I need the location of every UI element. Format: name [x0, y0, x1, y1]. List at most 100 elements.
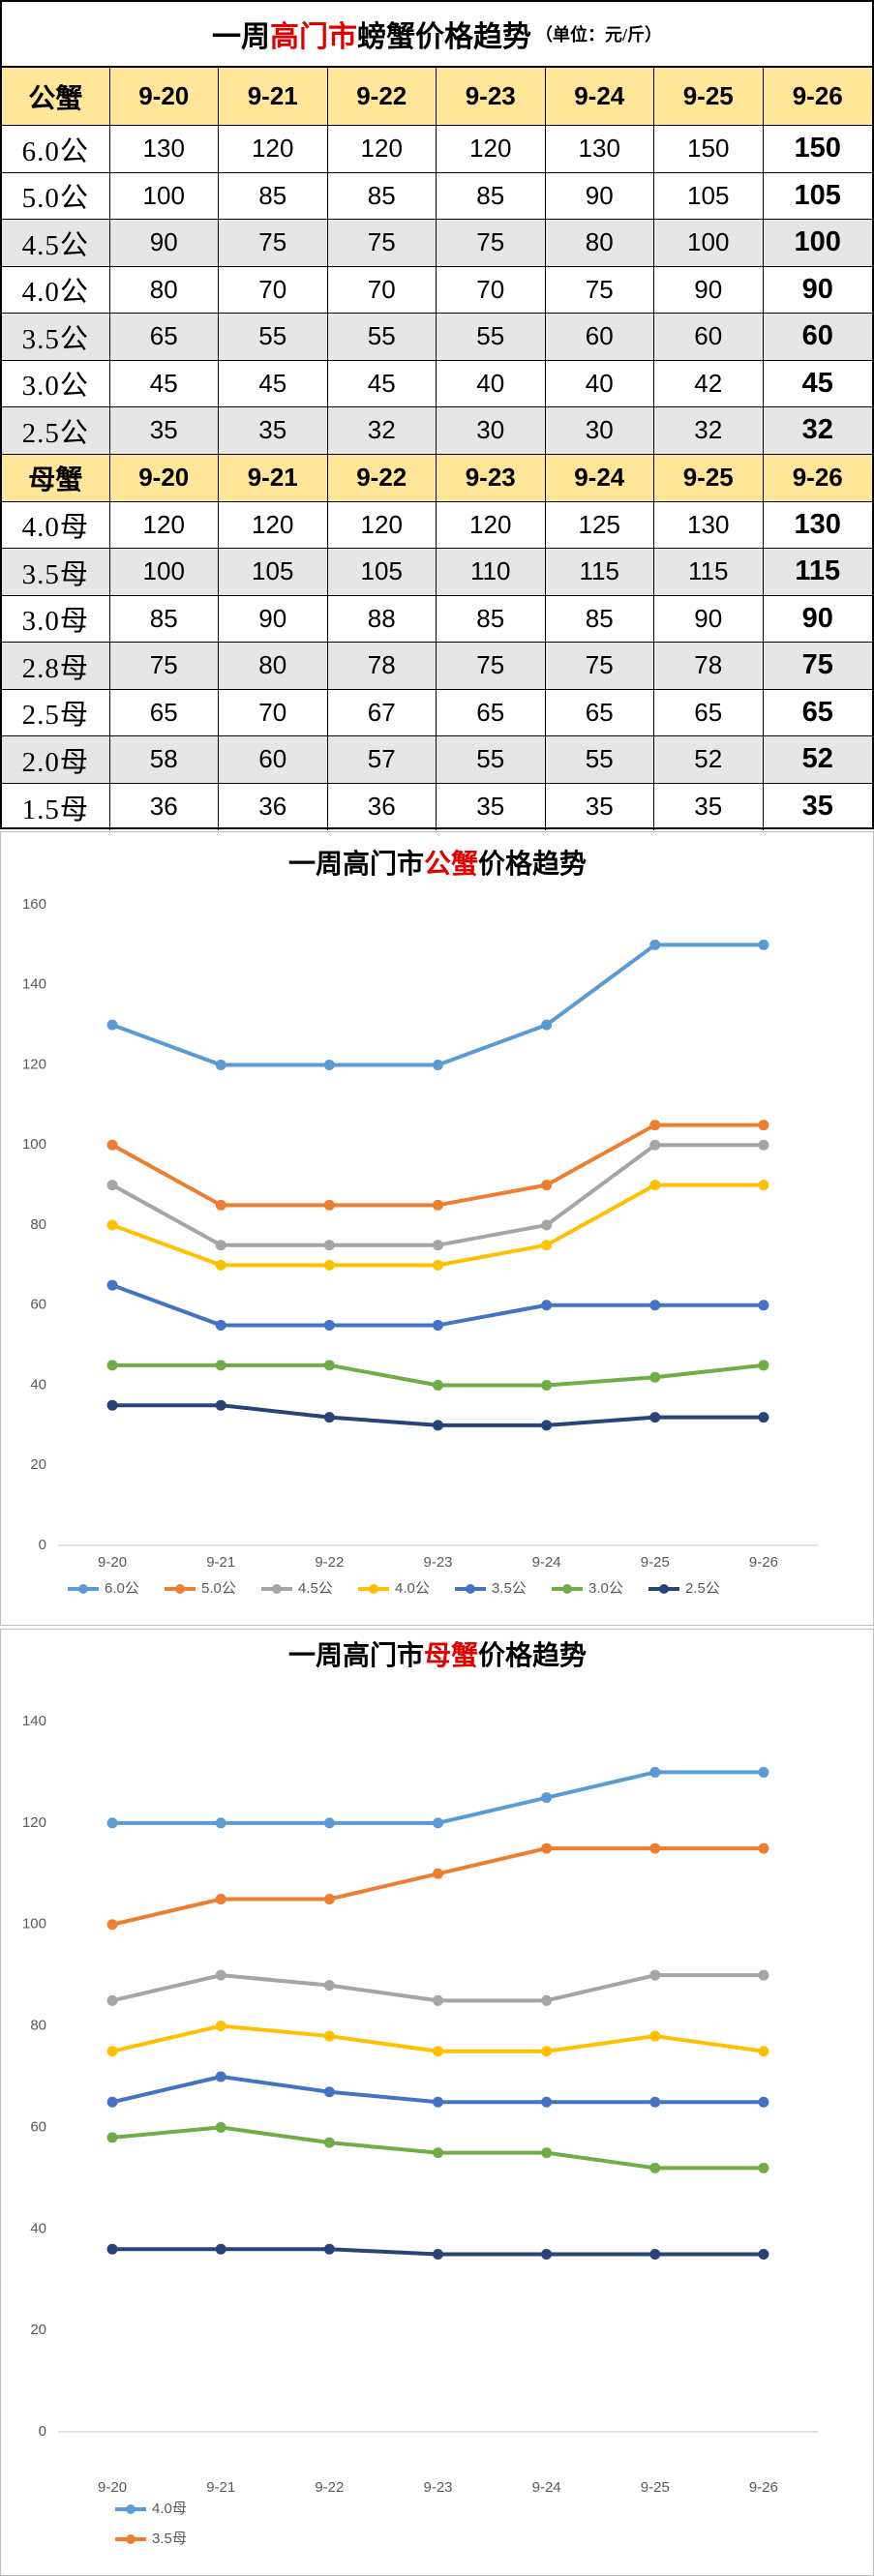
row-label: 4.0母 — [2, 501, 110, 548]
point — [758, 1412, 769, 1423]
point — [758, 1120, 769, 1131]
price-cell: 55 — [546, 736, 654, 783]
point — [215, 1240, 226, 1251]
point — [758, 1969, 769, 1981]
x-tick-label: 9-26 — [749, 2479, 778, 2496]
price-cell: 36 — [110, 783, 219, 830]
data-row: 4.0公 80 70 70 70 75 90 90 — [2, 266, 872, 314]
price-cell: 36 — [219, 783, 328, 830]
point — [649, 2162, 661, 2173]
price-cell: 75 — [110, 643, 219, 689]
point — [649, 1180, 661, 1191]
row-label: 2.0母 — [2, 736, 110, 783]
point — [215, 2021, 226, 2032]
y-tick-label: 140 — [22, 976, 46, 993]
price-cell: 90 — [546, 172, 654, 219]
y-tick-label: 80 — [30, 1216, 46, 1233]
price-cell: 120 — [437, 126, 546, 172]
price-cell: 85 — [110, 595, 219, 642]
price-cell: 90 — [801, 602, 833, 634]
price-cell: 105 — [794, 179, 841, 211]
point — [541, 1380, 553, 1391]
price-cell: 90 — [110, 220, 219, 266]
price-cell: 130 — [794, 508, 841, 540]
price-cell: 75 — [546, 266, 654, 313]
y-tick-label: 80 — [30, 2018, 46, 2034]
price-cell: 130 — [110, 126, 219, 172]
price-cell: 52 — [801, 743, 833, 775]
point — [649, 1371, 661, 1383]
point — [215, 1894, 226, 1904]
point — [433, 2096, 443, 2108]
point — [215, 1399, 226, 1411]
header-cell: 公蟹 — [2, 68, 110, 125]
chart-frame — [0, 831, 874, 1626]
point — [541, 2147, 553, 2159]
point — [323, 1412, 335, 1423]
legend-label: 3.5母 — [152, 2531, 187, 2547]
point — [433, 1380, 443, 1391]
price-cell: 65 — [546, 689, 654, 735]
point — [106, 1180, 118, 1191]
point — [215, 2071, 226, 2082]
point — [215, 1060, 226, 1070]
header-cell: 9-25 — [654, 68, 764, 125]
point — [649, 2249, 661, 2260]
point — [323, 1240, 335, 1251]
price-cell: 55 — [437, 314, 546, 360]
point — [106, 1817, 118, 1829]
title-part: 母蟹 — [424, 1640, 478, 1671]
price-cell: 65 — [437, 689, 546, 735]
point — [106, 1139, 118, 1151]
y-tick-label: 160 — [22, 896, 46, 913]
x-tick-label: 9-21 — [206, 1554, 235, 1571]
point — [106, 2132, 118, 2143]
point — [649, 1139, 661, 1151]
point — [215, 1969, 226, 1981]
price-cell: 35 — [110, 407, 219, 454]
point — [541, 1994, 553, 2006]
price-cell: 65 — [110, 314, 219, 360]
chart-title: 一周高门市母蟹价格趋势 — [288, 1639, 587, 1671]
x-tick-label: 9-22 — [315, 1554, 344, 1571]
header-cell: 9-20 — [110, 454, 219, 501]
y-tick-label: 140 — [22, 1713, 46, 1729]
row-label: 3.5母 — [2, 549, 110, 595]
point — [323, 2137, 335, 2148]
price-cell: 45 — [328, 360, 437, 406]
point — [106, 2046, 118, 2057]
price-cell: 120 — [328, 501, 437, 548]
legend-label: 5.0公 — [201, 1580, 236, 1597]
price-cell: 100 — [794, 226, 841, 258]
price-cell: 65 — [110, 689, 219, 735]
data-row: 3.5公 65 55 55 55 60 60 60 — [2, 314, 872, 361]
point — [215, 1817, 226, 1829]
x-tick-label: 9-20 — [98, 1554, 127, 1571]
point — [433, 1994, 443, 2006]
legend-label: 3.5公 — [492, 1580, 527, 1597]
row-label: 2.5公 — [2, 407, 110, 454]
price-cell: 130 — [654, 501, 764, 548]
x-tick-label: 9-22 — [315, 2479, 344, 2496]
legend-label: 4.0母 — [152, 2501, 187, 2517]
price-cell: 75 — [219, 220, 328, 266]
point — [433, 1420, 443, 1431]
price-cell: 80 — [546, 220, 654, 266]
title-part: 价格趋势 — [478, 849, 587, 880]
point — [215, 2121, 226, 2133]
legend-label: 4.0公 — [395, 1580, 430, 1597]
point — [215, 1259, 226, 1271]
price-cell: 150 — [654, 126, 764, 172]
price-cell: 80 — [219, 643, 328, 689]
price-cell: 85 — [546, 595, 654, 642]
point — [541, 1842, 553, 1854]
x-tick-label: 9-24 — [532, 2479, 561, 2496]
header-cell: 9-21 — [219, 454, 328, 501]
point — [649, 939, 661, 950]
price-cell: 35 — [654, 783, 764, 830]
legend-marker — [272, 1584, 282, 1594]
point — [758, 1300, 769, 1311]
price-cell: 30 — [546, 407, 654, 454]
row-label: 3.5公 — [2, 314, 110, 360]
